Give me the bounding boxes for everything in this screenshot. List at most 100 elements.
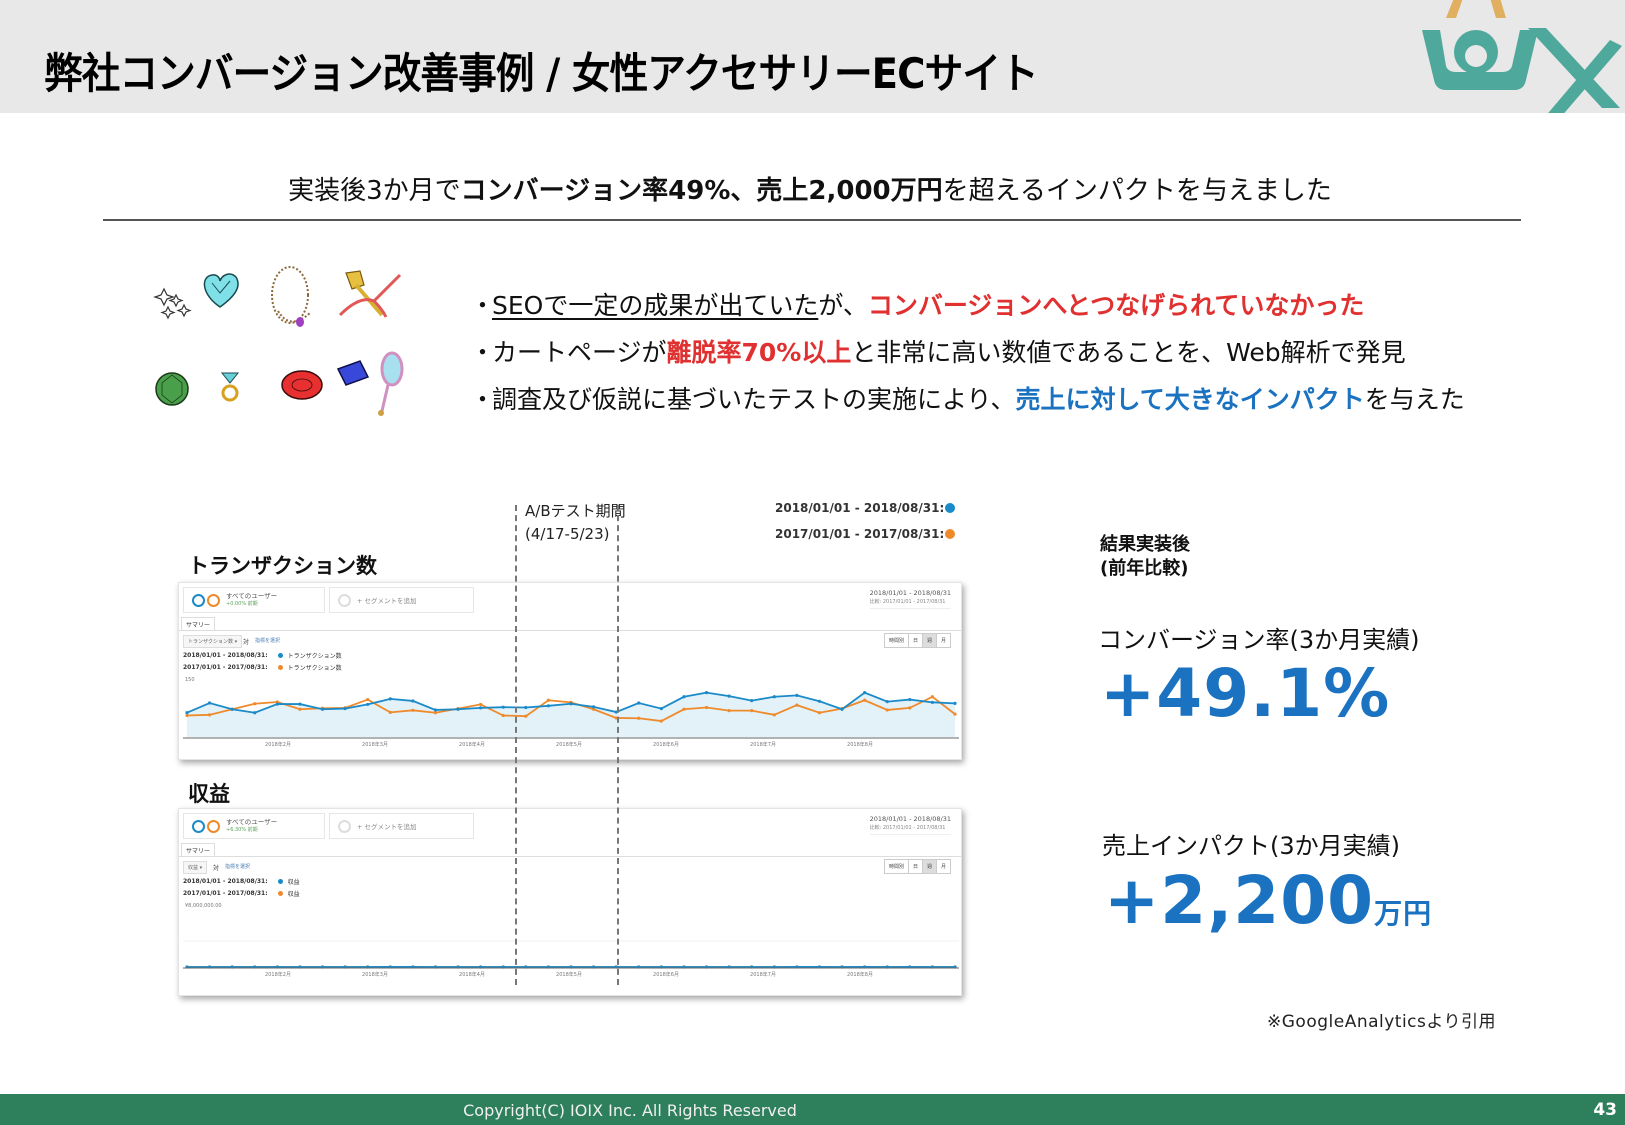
orange-dot-icon [277, 891, 283, 896]
select-metric-link[interactable]: 指標を選択 [255, 638, 281, 644]
results-heading: 結果実装後 (前年比較) [1100, 533, 1190, 581]
segment-ring-orange-icon [207, 593, 220, 607]
ab-test-start-line [515, 505, 517, 985]
bullet-text: カートページが [492, 338, 667, 367]
cvr-label: コンバージョン率(3か月実績) [1098, 626, 1420, 654]
x-axis-tick-label: 2018年3月 [362, 742, 388, 748]
granularity-week[interactable]: 週 [922, 860, 937, 873]
ga-legend-range: 2017/01/01 - 2017/08/31: [183, 664, 268, 671]
segment-name: すべてのユーザー [226, 592, 278, 600]
granularity-day[interactable]: 日 [908, 634, 923, 647]
ga-legend-series: 収益 [287, 891, 300, 898]
necklace-icon [271, 266, 311, 327]
orange-dot-icon [945, 529, 955, 539]
segment-all-users[interactable]: すべてのユーザー +6.30% 前期 [183, 813, 325, 839]
tab-divider [179, 856, 961, 857]
granularity-hour[interactable]: 時間別 [884, 634, 909, 647]
ga-legend-series: トランザクション数 [287, 653, 342, 660]
metric-select[interactable]: トランザクション数 ▾ [183, 635, 243, 648]
subtitle-text-1: 実装後3か月で [288, 176, 461, 206]
bullet-item: ・カートページが離脱率70%以上と非常に高い数値であることを、Web解析で発見 [470, 329, 1465, 376]
tab-summary[interactable]: サマリー [181, 843, 216, 857]
x-axis-tick-label: 2018年5月 [556, 742, 582, 748]
ab-test-end-line [617, 505, 619, 985]
select-metric-link[interactable]: 指標を選択 [225, 864, 251, 870]
x-axis-tick-label: 2018年4月 [459, 742, 485, 748]
segment-name: すべてのユーザー [226, 818, 278, 826]
bullet-underlined-text: SEOで一定の成果が出ていた [492, 291, 819, 320]
empty-segment-ring-icon [338, 819, 351, 833]
sales-impact-number: +2,200 [1104, 862, 1375, 939]
add-segment-label: + セグメントを追加 [357, 597, 417, 605]
blue-dot-icon [945, 503, 955, 513]
segment-ring-blue-icon [192, 593, 205, 607]
bullet-text: が、 [818, 291, 868, 320]
ga-legend-2017: 2017/01/01 - 2017/08/31: 収益 [183, 889, 300, 898]
transactions-line-chart [183, 691, 959, 739]
source-note: ※GoogleAnalyticsより引用 [1267, 1012, 1497, 1032]
green-gem-icon [155, 372, 189, 406]
compare-range: 比較: 2017/01/01 - 2017/08/31 [869, 825, 946, 831]
subtitle-emphasis: コンバージョン率49%、売上2,000万円 [460, 176, 943, 206]
transactions-ga-panel: すべてのユーザー +0.00% 前期 + セグメントを追加 2018/01/01 … [178, 582, 962, 760]
divider [103, 219, 1521, 221]
bullet-tail: を与えた [1364, 385, 1465, 414]
date-range: 2018/01/01 - 2018/08/31 [869, 815, 951, 823]
granularity-month[interactable]: 月 [936, 860, 950, 873]
bullet-dot: ・ [470, 338, 496, 367]
compare-range: 比較: 2017/01/01 - 2017/08/31 [869, 599, 946, 605]
legend-item-2018: 2018/01/01 - 2018/08/31: [775, 495, 955, 521]
ga-legend-range: 2018/01/01 - 2018/08/31: [183, 878, 268, 885]
ga-legend-2017: 2017/01/01 - 2017/08/31: トランザクション数 [183, 663, 342, 672]
x-axis-tick-label: 2018年7月 [750, 972, 776, 978]
ga-legend-2018: 2018/01/01 - 2018/08/31: トランザクション数 [183, 651, 342, 660]
segment-all-users[interactable]: すべてのユーザー +0.00% 前期 [183, 587, 325, 613]
add-segment-button[interactable]: + セグメントを追加 [329, 587, 474, 613]
x-axis-tick-label: 2018年2月 [265, 972, 291, 978]
vs-label: 対 [213, 865, 220, 872]
granularity-day[interactable]: 日 [908, 860, 923, 873]
granularity-month[interactable]: 月 [936, 634, 950, 647]
revenue-line-chart [183, 940, 959, 969]
date-range: 2018/01/01 - 2018/08/31 [869, 589, 951, 597]
sales-impact-value: +2,200万円 [1104, 862, 1432, 939]
ab-test-range: (4/17-5/23) [525, 525, 610, 543]
ga-legend-range: 2017/01/01 - 2017/08/31: [183, 890, 268, 897]
hand-mirror-icon [378, 351, 404, 416]
date-range-picker[interactable]: 2018/01/01 - 2018/08/31 比較: 2017/01/01 -… [869, 589, 951, 609]
cvr-value: +49.1% [1100, 655, 1391, 732]
empty-segment-ring-icon [338, 593, 351, 607]
page-title: 弊社コンバージョン改善事例 / 女性アクセサリーECサイト [44, 49, 1039, 98]
ga-legend-2018: 2018/01/01 - 2018/08/31: 収益 [183, 877, 300, 886]
results-heading-line2: (前年比較) [1100, 558, 1189, 579]
bullet-item: ・SEOで一定の成果が出ていたが、コンバージョンへとつなげられていなかった [470, 282, 1465, 329]
granularity-week[interactable]: 週 [922, 634, 937, 647]
ga-legend-series: トランザクション数 [287, 665, 342, 672]
jewelry-illustrations [153, 266, 404, 416]
footer-bar: Copyright(C) IOIX Inc. All Rights Reserv… [0, 1094, 1625, 1125]
legend-label: 2017/01/01 - 2017/08/31: [775, 527, 945, 541]
granularity-hour[interactable]: 時間別 [884, 860, 909, 873]
date-range-picker[interactable]: 2018/01/01 - 2018/08/31 比較: 2017/01/01 -… [869, 815, 951, 835]
bullet-text: 調査及び仮説に基づいたテストの実施により、 [492, 385, 1016, 414]
blue-gem-icon [336, 360, 370, 386]
results-heading-line1: 結果実装後 [1100, 534, 1190, 555]
metric-select[interactable]: 収益 ▾ [183, 861, 208, 874]
tab-divider [179, 630, 961, 631]
x-axis-tick-label: 2018年6月 [653, 972, 679, 978]
copyright: Copyright(C) IOIX Inc. All Rights Reserv… [463, 1101, 797, 1120]
x-axis-tick-label: 2018年4月 [459, 972, 485, 978]
x-axis-tick-label: 2018年6月 [653, 742, 679, 748]
bullet-dot: ・ [470, 291, 496, 320]
segment-label: すべてのユーザー +0.00% 前期 [226, 592, 277, 608]
diamond-ring-icon [220, 372, 240, 402]
segment-ring-blue-icon [192, 819, 205, 833]
ab-test-title: A/Bテスト期間 [525, 502, 626, 520]
x-axis-tick-label: 2018年8月 [847, 742, 873, 748]
bullet-highlight: 売上に対して大きなインパクト [1015, 385, 1365, 414]
heart-gem-icon [203, 273, 239, 308]
add-segment-button[interactable]: + セグメントを追加 [329, 813, 474, 839]
x-axis-tick-label: 2018年3月 [362, 972, 388, 978]
tab-summary[interactable]: サマリー [181, 617, 216, 631]
ga-legend-series: 収益 [287, 879, 300, 886]
